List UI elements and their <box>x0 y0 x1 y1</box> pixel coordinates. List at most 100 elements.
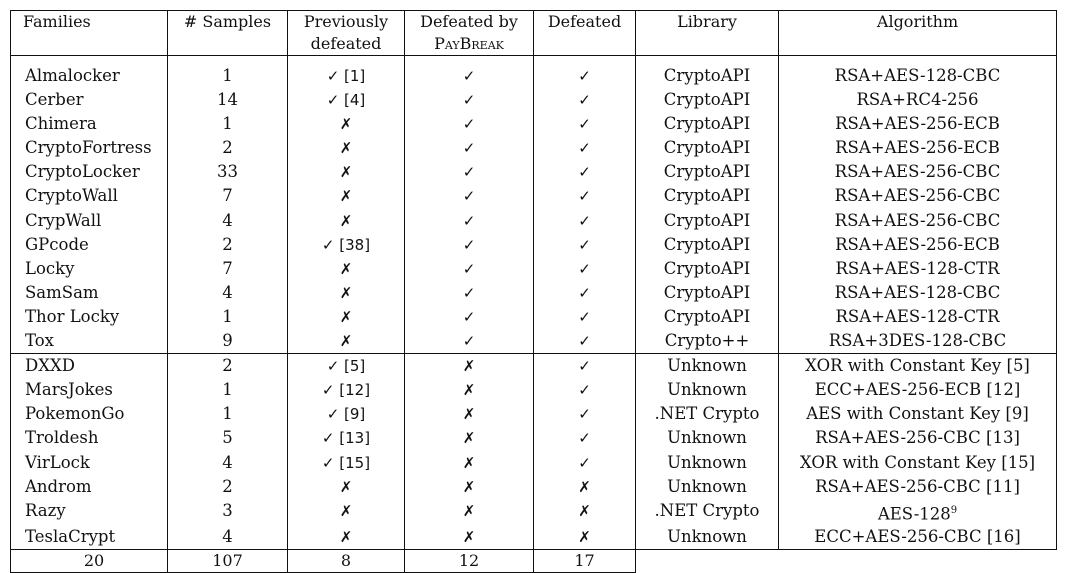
cell-algorithm-text: RSA+AES-128-CTR <box>835 258 1000 278</box>
cell-samples-text: 7 <box>222 258 233 278</box>
cell-family: Cerber <box>10 88 168 113</box>
cell-defeated-by-paybreak-text: ✓ <box>462 283 476 302</box>
cell-defeated-by-paybreak: ✓ <box>404 280 534 305</box>
cell-samples: 2 <box>167 136 288 161</box>
cell-samples-text: 14 <box>217 90 238 110</box>
cell-family: CryptoLocker <box>10 160 168 185</box>
cell-library: .NET Crypto <box>635 498 779 526</box>
cell-defeated-by-paybreak: ✓ <box>404 136 534 161</box>
cell-algorithm-text: RSA+AES-256-ECB <box>835 114 1000 134</box>
cell-algorithm: RSA+3DES-128-CBC <box>778 329 1057 354</box>
cell-defeated-text: ✓ <box>578 187 591 206</box>
cell-previously-defeated: ✗ <box>287 184 405 209</box>
cell-library-text: .NET Crypto <box>654 500 760 520</box>
cell-defeated: ✓ <box>533 112 636 137</box>
header-row: Families # Samples Previously defeated De… <box>10 10 1057 56</box>
cell-defeated-by-paybreak: ✗ <box>404 378 534 403</box>
cell-defeated: ✓ <box>533 208 636 233</box>
cell-defeated-text: ✗ <box>578 477 591 496</box>
cell-family: GPcode <box>10 232 168 257</box>
cell-library-text: CryptoAPI <box>663 66 751 85</box>
cell-previously-defeated-text: ✓ [5] <box>326 357 366 376</box>
cell-defeated-by-paybreak-text: ✓ <box>462 235 476 254</box>
cell-algorithm: RSA+AES-128-CTR <box>778 304 1057 330</box>
cell-samples-text: 4 <box>222 527 233 547</box>
header-defeated-by-paybreak: Defeated by PayBreak <box>404 10 534 56</box>
cell-previously-defeated-text: ✗ <box>339 259 353 278</box>
cell-library-text: Unknown <box>667 527 747 547</box>
cell-previously-defeated: ✓ [1] <box>287 64 405 89</box>
table-row: Locky 7 ✗ ✓ ✓ CryptoAPI RSA+AES-128-CTR <box>10 256 1057 281</box>
table-row: Troldesh 5 ✓ [13] ✗ ✓ Unknown RSA+AES-256-CBC … <box>10 426 1057 451</box>
cell-defeated: ✓ <box>533 353 636 379</box>
cell-algorithm-text: ECC+AES-256-ECB [12] <box>814 380 1021 400</box>
cell-library: Unknown <box>635 525 779 551</box>
cell-family: Tox <box>10 329 168 354</box>
cell-library-text: CryptoAPI <box>663 210 751 230</box>
cell-family-text: Razy <box>25 500 66 520</box>
cell-family-text: Thor Locky <box>25 306 120 326</box>
cell-defeated-by-paybreak-text: ✓ <box>462 67 476 85</box>
cell-library: Unknown <box>635 426 779 451</box>
cell-defeated-by-paybreak-text: ✓ <box>462 139 476 158</box>
cell-defeated: ✓ <box>533 304 636 330</box>
cell-family: Almalocker <box>10 64 168 89</box>
cell-algorithm: RSA+AES-256-ECB <box>778 136 1057 161</box>
total-samples: 107 <box>167 549 288 573</box>
cell-samples: 1 <box>167 402 288 427</box>
cell-previously-defeated: ✓ [4] <box>287 88 405 113</box>
cell-algorithm-text: RSA+AES-256-CBC <box>834 210 1001 230</box>
cell-library: CryptoAPI <box>635 136 779 161</box>
table-row: MarsJokes 1 ✓ [12] ✗ ✓ Unknown ECC+AES-256-ECB… <box>10 378 1057 403</box>
table-row: DXXD 2 ✓ [5] ✗ ✓ Unknown XOR with Constant Key… <box>10 353 1057 379</box>
cell-defeated-by-paybreak: ✗ <box>404 498 534 526</box>
cell-defeated-text: ✓ <box>578 139 591 158</box>
cell-defeated: ✓ <box>533 378 636 403</box>
cell-family: PokemonGo <box>10 402 168 427</box>
cell-defeated-text: ✗ <box>578 501 591 520</box>
cell-defeated-text: ✓ <box>578 283 591 302</box>
cell-previously-defeated: ✗ <box>287 474 405 499</box>
table-row: CryptoFortress 2 ✗ ✓ ✓ CryptoAPI RSA+AES-256-E… <box>10 136 1057 161</box>
cell-library-text: .NET Crypto <box>654 404 760 424</box>
cell-algorithm: RSA+AES-256-CBC <box>778 184 1057 209</box>
cell-library: CryptoAPI <box>635 112 779 137</box>
cell-defeated-by-paybreak: ✓ <box>404 329 534 354</box>
cell-defeated-text: ✓ <box>578 163 591 182</box>
cell-samples: 3 <box>167 498 288 526</box>
cell-previously-defeated: ✓ [13] <box>287 426 405 451</box>
cell-samples: 7 <box>167 184 288 209</box>
cell-previously-defeated-text: ✗ <box>339 139 353 158</box>
cell-defeated-by-paybreak: ✓ <box>404 184 534 209</box>
table-row: CryptoWall 7 ✗ ✓ ✓ CryptoAPI RSA+AES-256-CBC <box>10 184 1057 209</box>
cell-previously-defeated-text: ✗ <box>339 477 353 496</box>
cell-defeated-by-paybreak: ✗ <box>404 426 534 451</box>
cell-algorithm-text: RSA+AES-128-CBC <box>834 282 1001 302</box>
cell-library: Unknown <box>635 353 779 379</box>
cell-family-text: MarsJokes <box>25 380 113 400</box>
cell-defeated-text: ✓ <box>578 115 591 134</box>
cell-library-text: CryptoAPI <box>663 234 751 254</box>
cell-defeated-by-paybreak: ✓ <box>404 112 534 137</box>
cell-algorithm: AES with Constant Key [9] <box>778 402 1057 427</box>
cell-algorithm-text: RSA+AES-256-CBC [13] <box>815 428 1020 448</box>
cell-previously-defeated: ✗ <box>287 160 405 185</box>
cell-defeated: ✓ <box>533 280 636 305</box>
footnote-marker: 9 <box>950 504 958 516</box>
cell-library-text: Crypto++ <box>664 331 750 351</box>
cell-library: Unknown <box>635 378 779 403</box>
cell-previously-defeated-text: ✗ <box>339 307 353 326</box>
cell-previously-defeated-text: ✗ <box>339 163 353 182</box>
spacer-row <box>10 55 1057 64</box>
cell-library-text: Unknown <box>667 428 747 448</box>
cell-samples: 4 <box>167 525 288 551</box>
cell-algorithm: RSA+AES-256-CBC <box>778 208 1057 233</box>
cell-defeated: ✓ <box>533 402 636 427</box>
cell-samples: 4 <box>167 450 288 475</box>
cell-library-text: CryptoAPI <box>663 258 751 278</box>
cell-samples: 7 <box>167 256 288 281</box>
cell-library-text: CryptoAPI <box>663 138 751 158</box>
cell-library: CryptoAPI <box>635 304 779 330</box>
cell-previously-defeated-text: ✗ <box>339 501 353 520</box>
cell-previously-defeated-text: ✓ [15] <box>321 453 371 472</box>
